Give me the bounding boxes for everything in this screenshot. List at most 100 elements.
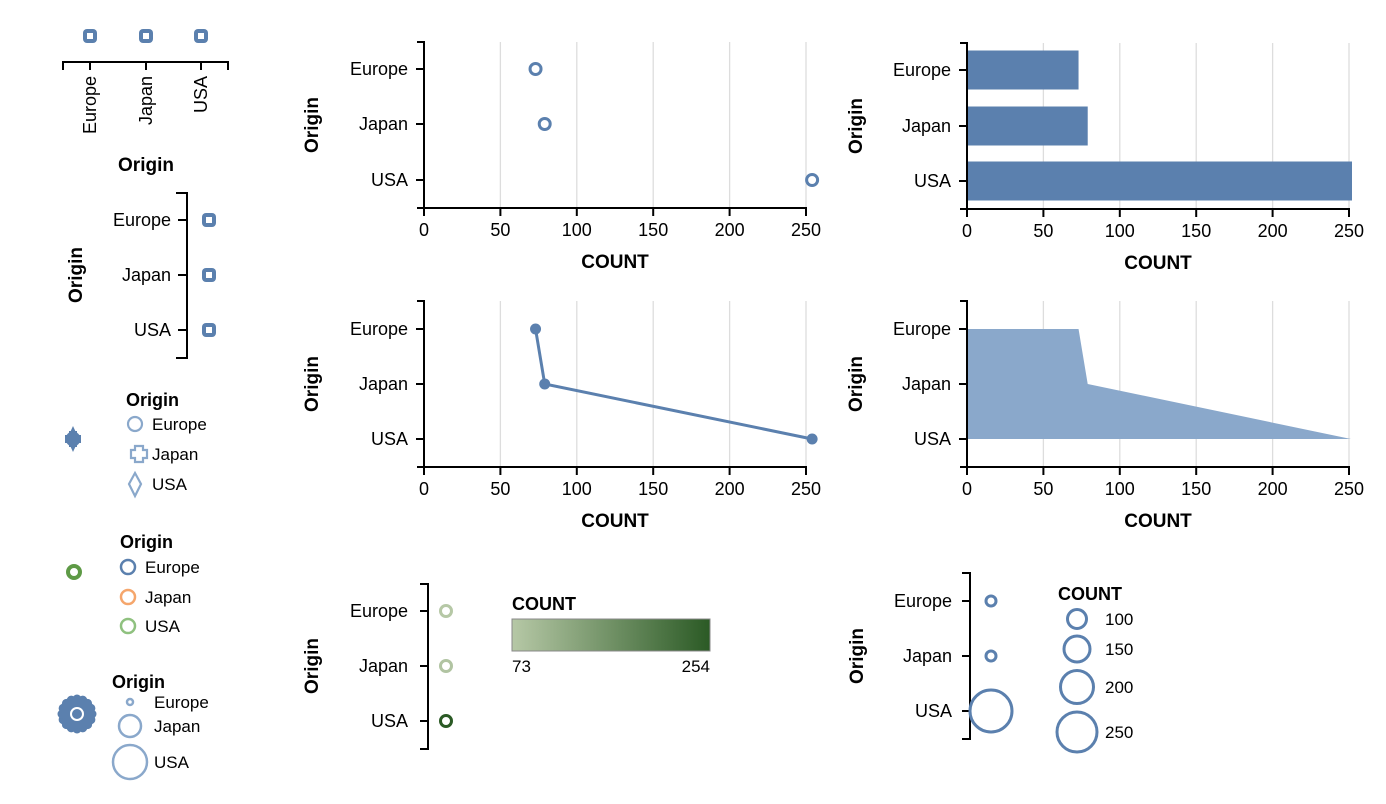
x-tick-label: 50 (490, 479, 510, 499)
legend-label-europe: Europe (154, 693, 209, 712)
legend-max-label: 254 (682, 657, 710, 676)
x-tick-label: 100 (562, 479, 592, 499)
color-legend-chart: Origin Europe Japan USA (66, 532, 200, 636)
y-tick-label: Europe (893, 319, 951, 339)
x-axis (966, 208, 1350, 216)
legend-symbol-usa (111, 743, 149, 781)
legend-label-200: 200 (1105, 678, 1133, 697)
x-tick-label: 100 (562, 220, 592, 240)
y-tick-label: Japan (903, 646, 952, 666)
strip-point-hole (198, 33, 204, 39)
shape-legend-chart: Origin Europe Japan USA (65, 390, 207, 499)
x-tick-label: 0 (419, 479, 429, 499)
size-point-usa (968, 688, 1014, 734)
bar-usa (967, 161, 1352, 201)
point-japan (537, 117, 552, 131)
legend-symbol-japan (119, 588, 137, 606)
legend-gradient-bar (511, 618, 711, 652)
legend-symbol-100 (1066, 608, 1088, 630)
y-tick-label: USA (371, 170, 408, 190)
x-tick-label: 250 (791, 220, 821, 240)
x-axis (966, 466, 1350, 474)
y-axis-title: Origin (847, 628, 868, 684)
y-tick-label: Europe (350, 601, 408, 621)
strip-point-hole (143, 33, 149, 39)
area-count-chart: Europe Japan USA 0 50 100 150 200 250 COUNT Origin (846, 300, 1364, 532)
y-axis-title: Origin (302, 97, 323, 153)
legend-title: COUNT (1058, 584, 1122, 604)
x-tick-label: 0 (419, 220, 429, 240)
legend-title: COUNT (512, 594, 576, 614)
x-tick-label: 250 (791, 479, 821, 499)
strip-point-hole (87, 33, 93, 39)
legend-title: Origin (120, 532, 173, 552)
x-axis-title: COUNT (1124, 253, 1192, 274)
bar-japan (967, 106, 1088, 146)
legend-label-usa: USA (145, 617, 181, 636)
legend-label-usa: USA (154, 753, 190, 772)
legend-label-europe: Europe (152, 415, 207, 434)
legend-label-100: 100 (1105, 610, 1133, 629)
x-tick-label: 0 (962, 479, 972, 499)
legend-label-usa: USA (152, 475, 188, 494)
x-tick-label: 50 (1033, 479, 1053, 499)
x-axis (423, 466, 807, 474)
y-tick-label: Europe (893, 60, 951, 80)
overlap-point (66, 564, 82, 580)
x-tick-label: 250 (1334, 479, 1364, 499)
legend-label-japan: Japan (145, 588, 191, 607)
y-axis-title: Origin (302, 356, 323, 412)
y-tick-label: USA (134, 320, 171, 340)
color-count-chart: Europe Japan USA Origin COUNT 73 254 (302, 583, 711, 750)
point-usa (805, 173, 820, 187)
legend-symbol-europe (119, 558, 137, 576)
y-axis-title: Origin (846, 98, 867, 154)
y-tick-label: Japan (902, 116, 951, 136)
strip-point-hole (206, 272, 212, 278)
color-point-japan (439, 659, 453, 673)
x-tick-label: 250 (1334, 221, 1364, 241)
y-tick-label: Japan (359, 374, 408, 394)
x-axis-title: COUNT (1124, 511, 1192, 532)
y-tick-label: Japan (359, 114, 408, 134)
y-tick-label: Japan (902, 374, 951, 394)
area-shape (967, 329, 1351, 439)
strip-x-chart: Europe Japan USA Origin (62, 29, 229, 176)
x-axis (423, 207, 807, 215)
overlap-core (62, 699, 92, 729)
bar-europe (967, 50, 1079, 90)
x-tick-label: 150 (638, 220, 668, 240)
legend-symbol-circle (126, 415, 144, 433)
legend-label-250: 250 (1105, 723, 1133, 742)
y-tick-label: Japan (122, 265, 171, 285)
y-tick-label: USA (914, 171, 951, 191)
size-point-europe (984, 594, 998, 608)
y-tick-label: Europe (894, 591, 952, 611)
y-tick-label: USA (914, 429, 951, 449)
x-tick-label: 150 (1181, 479, 1211, 499)
x-tick-label: 200 (1258, 479, 1288, 499)
x-tick-label: Japan (136, 76, 156, 125)
legend-label-japan: Japan (152, 445, 198, 464)
x-tick-label: 200 (1258, 221, 1288, 241)
legend-label-europe: Europe (145, 558, 200, 577)
y-tick-label: Europe (113, 210, 171, 230)
overlap-inner (70, 707, 84, 721)
x-tick-label: 50 (490, 220, 510, 240)
y-tick-label: Europe (350, 319, 408, 339)
point-europe (528, 62, 543, 76)
strip-point-hole (206, 327, 212, 333)
legend-symbol-250 (1055, 710, 1099, 754)
line-point-europe (530, 323, 542, 335)
overlap-diamond (67, 426, 79, 452)
y-axis-title: Origin (302, 638, 323, 694)
y-tick-label: USA (915, 701, 952, 721)
y-axis-title: Origin (846, 356, 867, 412)
y-tick-label: USA (371, 711, 408, 731)
x-tick-label: 150 (1181, 221, 1211, 241)
size-count-chart: Europe Japan USA Origin COUNT 100 150 200 250 (847, 572, 1133, 754)
x-axis-title: Origin (118, 155, 174, 176)
x-tick-label: Europe (80, 76, 100, 134)
